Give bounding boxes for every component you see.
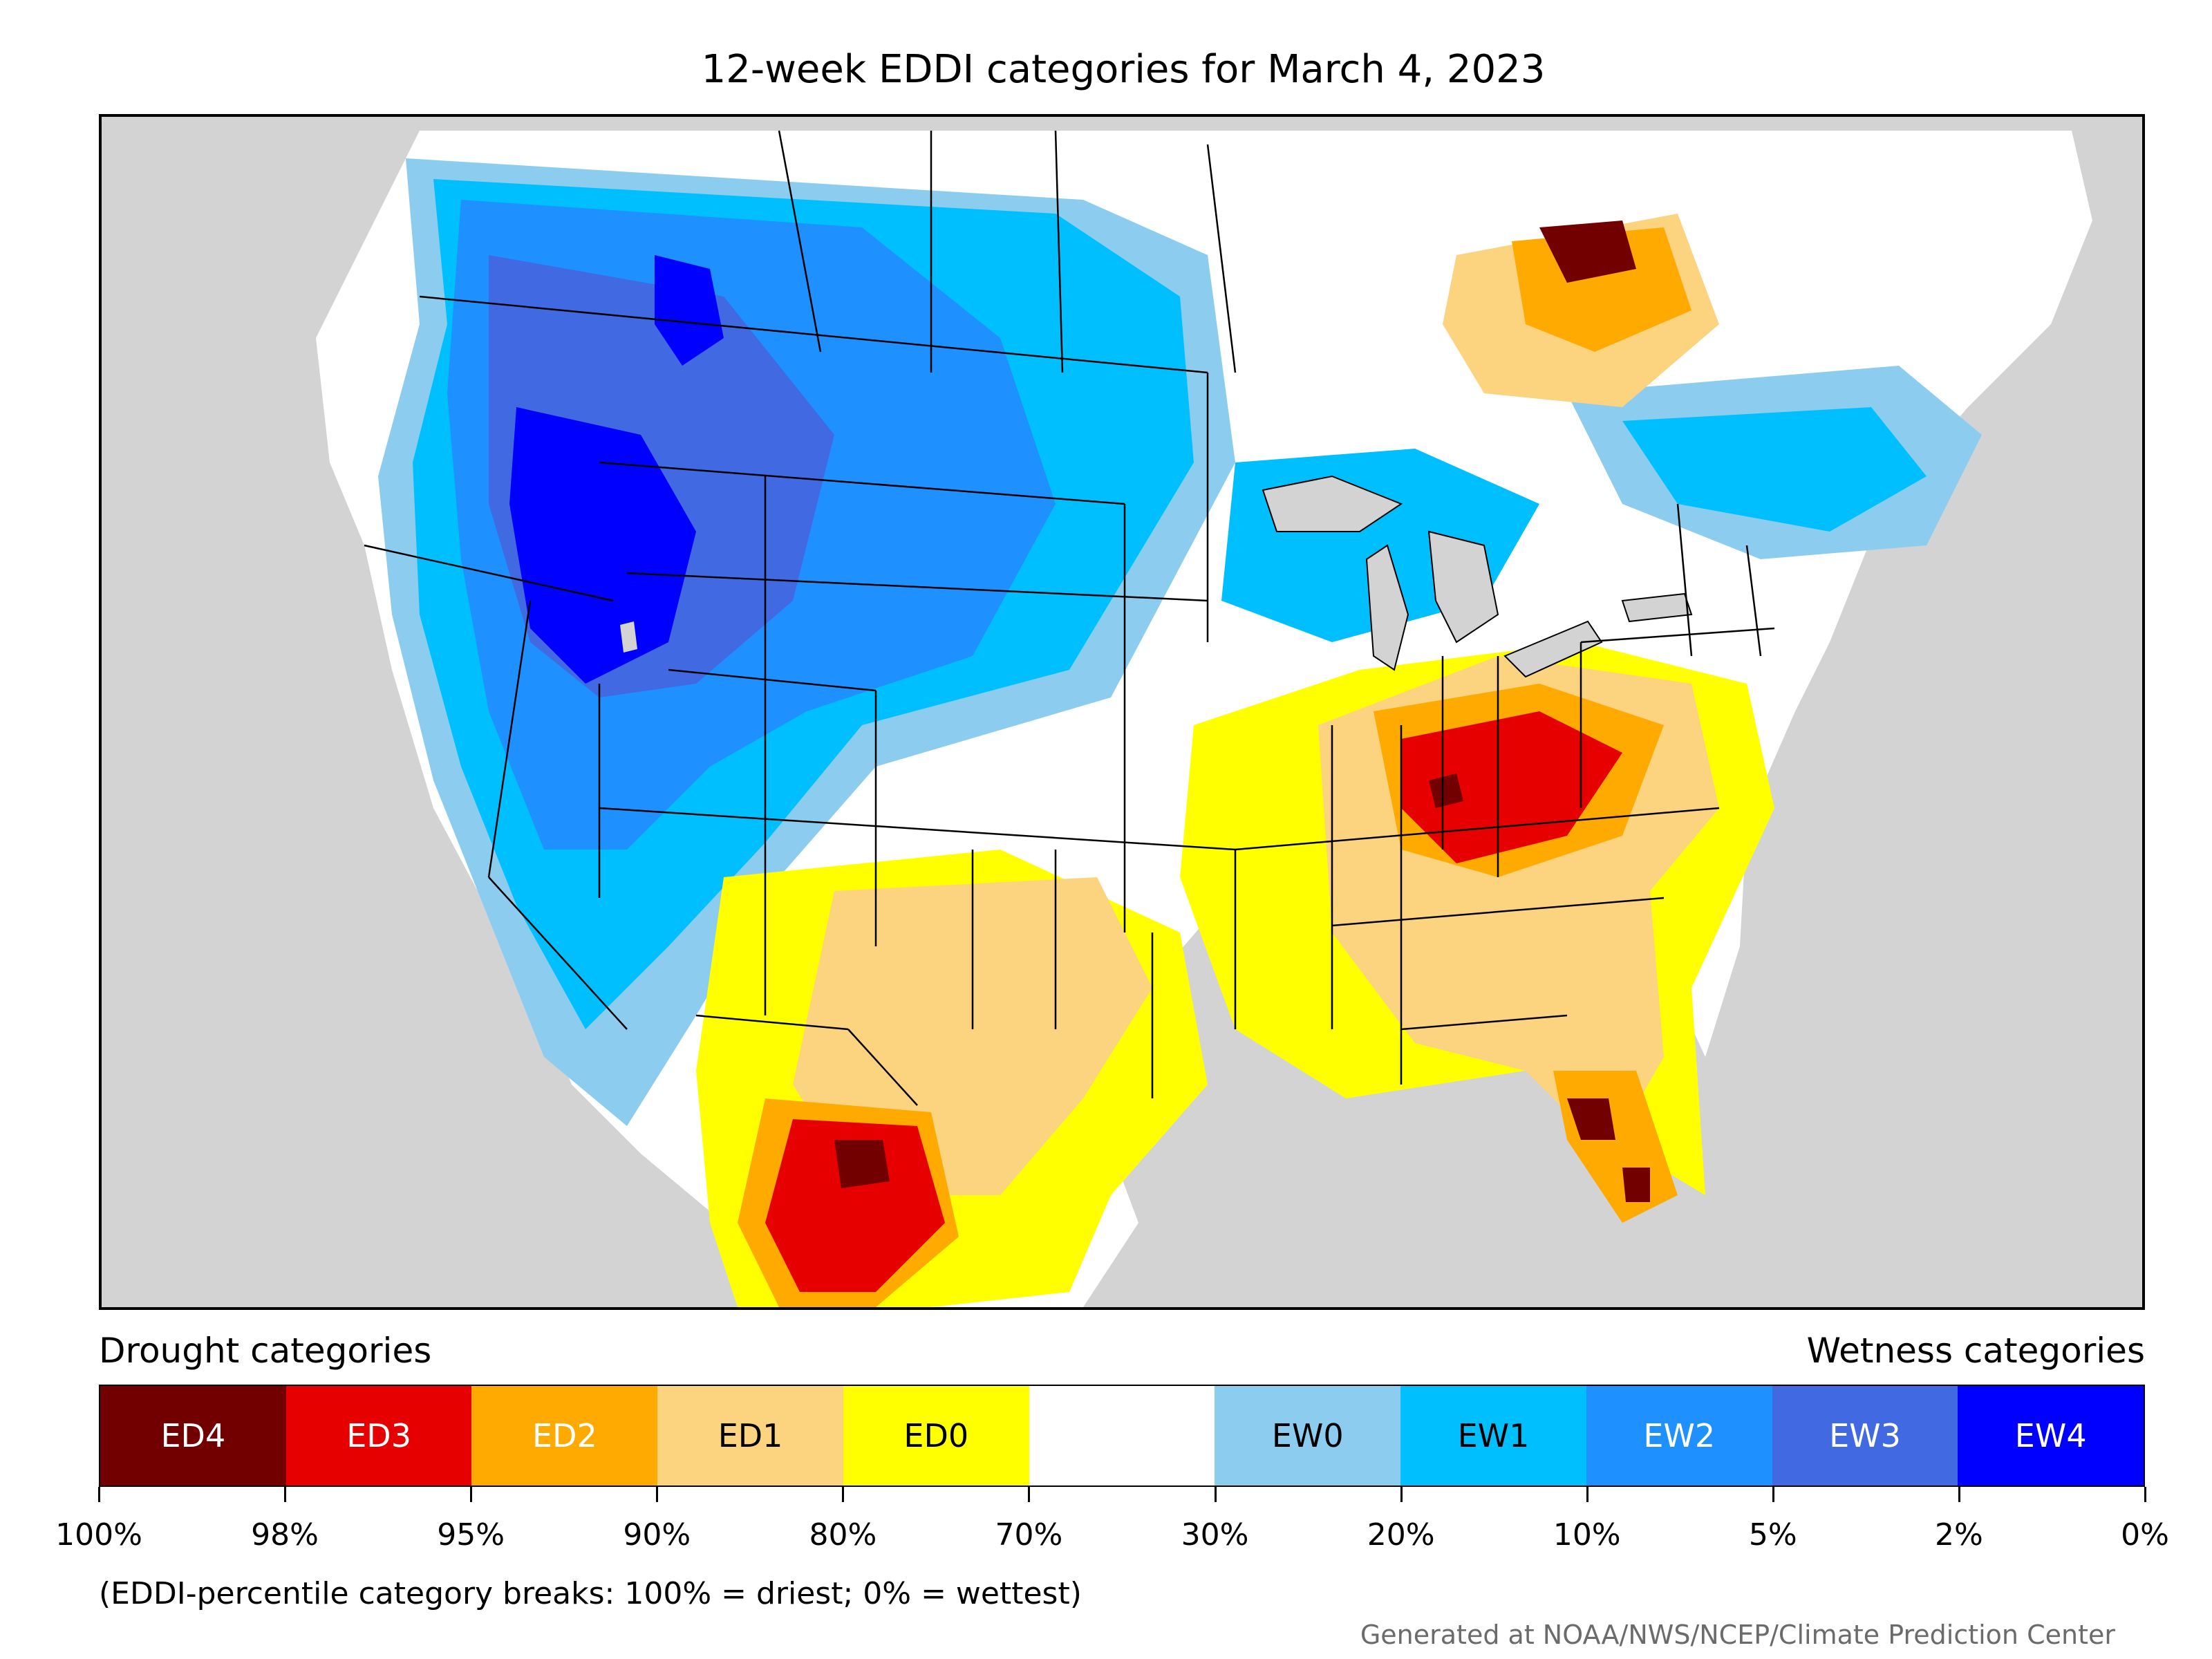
category-swatch: EW3 — [1772, 1386, 1958, 1485]
great-lake — [1621, 592, 1693, 623]
colorbar-tick-label: 5% — [1748, 1517, 1797, 1553]
colorbar-tick-label: 95% — [437, 1517, 505, 1553]
category-label: ED1 — [718, 1417, 783, 1454]
drought-heading: Drought categories — [99, 1331, 432, 1371]
colorbar-tick-label: 80% — [809, 1517, 877, 1553]
eddi-map — [99, 114, 2145, 1310]
category-label: ED0 — [903, 1417, 969, 1454]
ed4-region — [1539, 221, 1636, 283]
category-swatch: ED0 — [843, 1386, 1029, 1485]
category-swatch — [1029, 1386, 1215, 1485]
colorbar-tick-label: 98% — [251, 1517, 319, 1553]
wetness-heading: Wetness categories — [1806, 1331, 2145, 1371]
colorbar-tick — [1400, 1487, 1403, 1502]
ew1-region — [1622, 407, 1927, 532]
ed4-region — [834, 1140, 890, 1188]
colorbar-tick-label: 70% — [995, 1517, 1063, 1553]
category-label: EW1 — [1457, 1417, 1530, 1454]
category-swatch: ED4 — [100, 1386, 286, 1485]
map-canvas — [316, 130, 2092, 1307]
category-swatch: ED1 — [657, 1386, 843, 1485]
category-label: EW2 — [1643, 1417, 1716, 1454]
colorbar-tick — [1214, 1487, 1217, 1502]
boundary-lines — [364, 130, 1775, 1106]
ew4-region — [509, 407, 696, 684]
colorbar-tick — [1586, 1487, 1588, 1502]
colorbar-tick — [842, 1487, 845, 1502]
ed3-region — [765, 1119, 945, 1292]
great-lake — [1365, 544, 1409, 671]
great-salt-lake — [620, 621, 637, 653]
category-label: EW4 — [2014, 1417, 2087, 1454]
category-label: ED3 — [346, 1417, 411, 1454]
category-swatch: ED2 — [471, 1386, 658, 1485]
colorbar-tick-label: 30% — [1181, 1517, 1249, 1553]
category-swatch: EW1 — [1400, 1386, 1586, 1485]
colorbar-tick-label: 0% — [2121, 1517, 2169, 1553]
colorbar-tick — [284, 1487, 287, 1502]
colorbar-tick — [1958, 1487, 1960, 1502]
ed3-region — [1401, 711, 1622, 863]
colorbar-tick-label: 2% — [1935, 1517, 1983, 1553]
category-label: ED4 — [160, 1417, 226, 1454]
category-label: EW0 — [1271, 1417, 1344, 1454]
colorbar-tick — [1772, 1487, 1774, 1502]
category-label: EW3 — [1829, 1417, 1901, 1454]
ed4-region — [1567, 1098, 1615, 1140]
colorbar-tick — [1028, 1487, 1031, 1502]
great-lake — [1262, 475, 1403, 532]
category-swatch: EW2 — [1586, 1386, 1772, 1485]
category-swatch: ED3 — [285, 1386, 472, 1485]
ew4-region — [655, 255, 724, 366]
colorbar-tick-label: 10% — [1553, 1517, 1621, 1553]
category-swatch: EW4 — [1958, 1386, 2144, 1485]
percentile-note: (EDDI-percentile category breaks: 100% =… — [99, 1576, 1082, 1611]
category-colorbar: ED4 ED3 ED2 ED1 ED0 EW0 EW1 EW2 EW3 EW4 — [99, 1385, 2145, 1487]
great-lake — [1427, 530, 1499, 644]
colorbar-tick — [470, 1487, 473, 1502]
colorbar-tick — [2144, 1487, 2146, 1502]
colorbar-tick-label: 20% — [1367, 1517, 1435, 1553]
colorbar-ticks — [98, 1487, 2146, 1508]
colorbar-tick — [98, 1487, 100, 1502]
great-lake — [1503, 620, 1603, 678]
colorbar-tick — [656, 1487, 659, 1502]
colorbar-tick-label: 90% — [623, 1517, 691, 1553]
colorbar-tick-label: 100% — [55, 1517, 142, 1553]
ed4-region — [1429, 774, 1463, 808]
map-title: 12-week EDDI categories for March 4, 202… — [701, 47, 1546, 92]
category-swatch: EW0 — [1215, 1386, 1401, 1485]
ed4-region — [1622, 1168, 1650, 1202]
credit-line: Generated at NOAA/NWS/NCEP/Climate Predi… — [1360, 1620, 2115, 1650]
category-label: ED2 — [532, 1417, 597, 1454]
